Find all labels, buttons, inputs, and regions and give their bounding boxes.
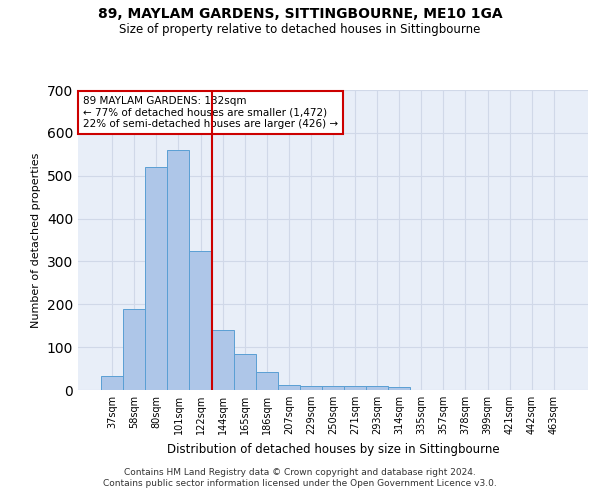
Text: Distribution of detached houses by size in Sittingbourne: Distribution of detached houses by size … <box>167 442 499 456</box>
Bar <box>123 308 145 390</box>
Bar <box>322 386 344 390</box>
Bar <box>256 372 278 390</box>
Text: 89, MAYLAM GARDENS, SITTINGBOURNE, ME10 1GA: 89, MAYLAM GARDENS, SITTINGBOURNE, ME10 … <box>98 8 502 22</box>
Bar <box>278 385 300 390</box>
Y-axis label: Number of detached properties: Number of detached properties <box>31 152 41 328</box>
Bar <box>212 330 233 390</box>
Bar <box>190 250 212 390</box>
Bar <box>366 386 388 390</box>
Bar <box>167 150 190 390</box>
Bar <box>145 167 167 390</box>
Bar <box>344 386 366 390</box>
Text: Size of property relative to detached houses in Sittingbourne: Size of property relative to detached ho… <box>119 22 481 36</box>
Bar <box>388 387 410 390</box>
Text: Contains HM Land Registry data © Crown copyright and database right 2024.
Contai: Contains HM Land Registry data © Crown c… <box>103 468 497 487</box>
Bar <box>101 376 123 390</box>
Text: 89 MAYLAM GARDENS: 132sqm
← 77% of detached houses are smaller (1,472)
22% of se: 89 MAYLAM GARDENS: 132sqm ← 77% of detac… <box>83 96 338 129</box>
Bar <box>233 354 256 390</box>
Bar <box>300 386 322 390</box>
